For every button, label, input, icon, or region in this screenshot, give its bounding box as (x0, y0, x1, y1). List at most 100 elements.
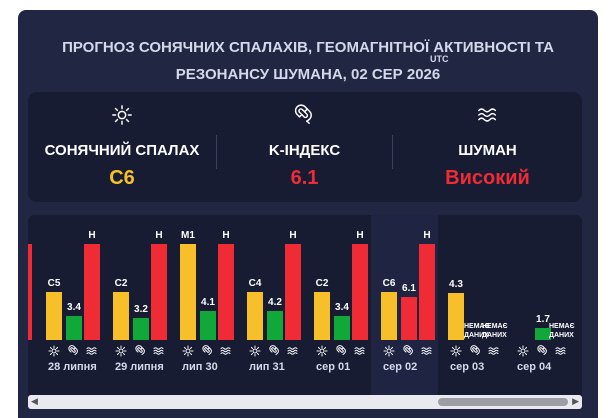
magnet-icon (336, 345, 346, 355)
schumann-value: Високий (445, 167, 530, 189)
chart-bar[interactable] (133, 317, 149, 340)
waves-icon (354, 347, 365, 355)
horizontal-scrollbar[interactable]: ◀ ▶ (28, 395, 582, 409)
summary-flare: СОНЯЧНИЙ СПАЛАХ C6 (28, 92, 216, 202)
chart-bar[interactable] (151, 244, 167, 340)
chart-bar[interactable] (535, 328, 551, 340)
day-label: лип 31 (249, 361, 285, 373)
chart-bar (28, 244, 32, 340)
series-icon (287, 345, 299, 357)
bar-value-label: Н (88, 230, 96, 241)
chart-bar[interactable] (314, 292, 330, 340)
sun-icon (517, 345, 529, 357)
day-label: сер 03 (450, 361, 485, 373)
waves-icon (477, 108, 496, 122)
chart-bar[interactable] (448, 292, 464, 340)
series-icon (48, 345, 60, 357)
series-icon (450, 345, 462, 357)
series-icon (220, 345, 232, 357)
scroll-right-icon[interactable]: ▶ (572, 396, 579, 406)
series-icon (488, 345, 500, 357)
kindex-value: 6.1 (290, 167, 319, 189)
bar-value-label: 3.4 (67, 302, 81, 314)
waves-icon (421, 347, 432, 355)
title-line-2: РЕЗОНАНСУ ШУМАНА, 02 СЕР 2026 (175, 66, 441, 83)
magnet-icon (470, 345, 480, 355)
sun-icon (383, 345, 395, 357)
no-data-label: НЕМАЄ ДАНИХ (482, 323, 508, 339)
sun-icon (112, 105, 132, 125)
chart-bar[interactable] (381, 292, 397, 340)
series-icon (517, 345, 529, 357)
series-icon (555, 345, 567, 357)
chart-bar[interactable] (419, 244, 435, 340)
chart-bar[interactable] (352, 244, 368, 340)
series-icon (421, 345, 433, 357)
bar-value-label: 4.1 (201, 297, 215, 309)
series-icon (336, 345, 348, 357)
bar-value-label: M1 (181, 230, 195, 241)
flare-label: СОНЯЧНИЙ СПАЛАХ (44, 142, 200, 159)
day-label: сер 02 (383, 361, 418, 373)
bar-value-label: 4.2 (268, 296, 282, 308)
chart-bar[interactable] (218, 244, 234, 340)
schumann-label: ШУМАН (458, 142, 517, 159)
waves-icon (86, 347, 97, 355)
sun-icon (249, 345, 261, 357)
chart-bar[interactable] (66, 316, 82, 340)
scroll-left-icon[interactable]: ◀ (31, 396, 38, 406)
magnet-icon (68, 345, 78, 355)
magnet-icon (537, 345, 547, 355)
bar-value-label: 3.2 (134, 303, 148, 315)
bar-value-label: 1.7 (536, 314, 550, 326)
sun-icon (316, 345, 328, 357)
bar-value-label: 6.1 (402, 283, 416, 295)
bar-value-label: C5 (47, 278, 61, 289)
chart-bar[interactable] (334, 316, 350, 340)
bar-value-label: Н (356, 230, 364, 241)
bar-value-label: Н (289, 230, 297, 241)
kindex-label: K-ІНДЕКС (268, 142, 341, 159)
day-label: 29 липня (115, 361, 164, 373)
series-icon (316, 345, 328, 357)
series-icon (269, 345, 281, 357)
scrollbar-thumb[interactable] (438, 398, 568, 406)
title-line-1: ПРОГНОЗ СОНЯЧНИХ СПАЛАХІВ, ГЕОМАГНІТНОЇ … (62, 39, 554, 56)
series-icon (249, 345, 261, 357)
chart-bar[interactable] (247, 292, 263, 340)
day-label: 28 липня (48, 361, 97, 373)
summary-panel: СОНЯЧНИЙ СПАЛАХ C6 K-ІНДЕКС 6.1 ШУМАН Ви… (28, 92, 582, 202)
chart-bar[interactable] (113, 292, 129, 340)
utc-label: UTC (430, 54, 449, 64)
chart-bar[interactable] (46, 292, 62, 340)
bar-value-label: Н (155, 230, 163, 241)
bar-value-label: C2 (315, 278, 329, 289)
page-title: ПРОГНОЗ СОНЯЧНИХ СПАЛАХІВ, ГЕОМАГНІТНОЇ … (18, 34, 598, 88)
series-icon (135, 345, 147, 357)
no-data-label: НЕМАЄ ДАНИХ (549, 323, 575, 339)
series-icon (202, 345, 214, 357)
summary-kindex: K-ІНДЕКС 6.1 (217, 92, 392, 202)
bar-value-label: C4 (248, 278, 262, 289)
chart-bar[interactable] (267, 310, 283, 340)
magnet-icon (269, 345, 279, 355)
series-icon (383, 345, 395, 357)
magnet-icon (403, 345, 413, 355)
chart-bar[interactable] (180, 244, 196, 340)
divider (392, 135, 393, 169)
series-icon (537, 345, 549, 357)
bar-value-label: C2 (114, 278, 128, 289)
chart-bar[interactable] (401, 297, 417, 340)
bar-value-label: Н (222, 230, 230, 241)
divider (216, 135, 217, 169)
waves-icon (287, 347, 298, 355)
chart-bar[interactable] (200, 311, 216, 340)
waves-icon (153, 347, 164, 355)
bar-value-label: C6 (382, 278, 396, 289)
series-icon (182, 345, 194, 357)
bar-value-label: 3.4 (335, 302, 349, 314)
chart-bar[interactable] (285, 244, 301, 340)
chart-bar[interactable] (84, 244, 100, 340)
day-label: лип 30 (182, 361, 218, 373)
